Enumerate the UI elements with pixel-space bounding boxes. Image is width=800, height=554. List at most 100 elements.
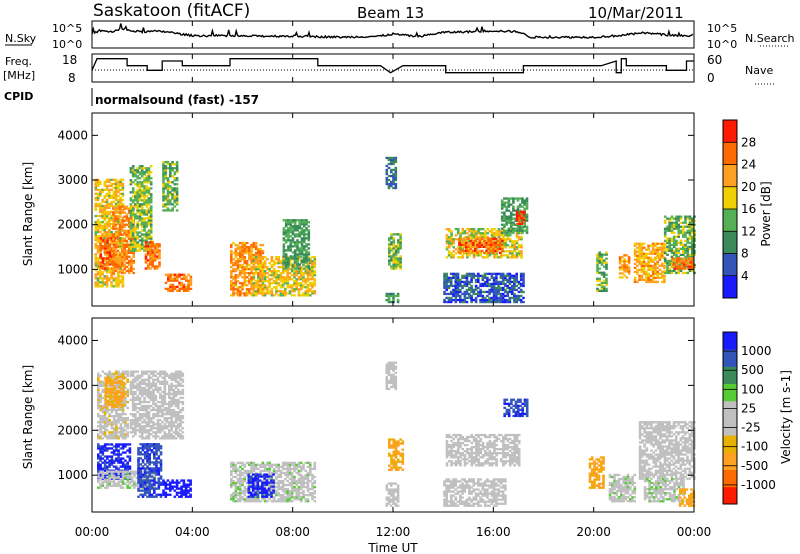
range-cell [126, 470, 129, 473]
range-cell [103, 283, 107, 286]
range-cell [679, 239, 683, 242]
range-cell [162, 173, 165, 176]
range-cell [293, 270, 296, 273]
range-cell [125, 251, 129, 254]
range-cell [132, 261, 135, 265]
range-cell [284, 261, 288, 264]
range-cell [286, 280, 289, 283]
range-cell [145, 187, 148, 190]
range-cell [636, 260, 639, 263]
range-cell [392, 259, 396, 262]
range-cell [461, 274, 464, 277]
range-cell [284, 282, 287, 285]
range-cell [504, 274, 507, 277]
range-cell [101, 449, 105, 452]
range-cell [137, 481, 140, 484]
range-cell [311, 282, 314, 285]
range-cell [114, 231, 117, 234]
range-cell [682, 247, 685, 250]
range-cell [277, 270, 280, 273]
range-cell [388, 255, 391, 258]
range-cell [99, 467, 102, 470]
range-cell [116, 217, 120, 220]
range-cell [236, 247, 240, 251]
range-cell [140, 211, 144, 214]
range-cell [688, 217, 692, 220]
range-cell [399, 259, 402, 262]
range-cell [470, 298, 473, 302]
range-cell [691, 243, 694, 246]
range-cell [110, 437, 114, 440]
range-cell [99, 275, 102, 278]
range-cell [234, 254, 238, 257]
range-cell [305, 253, 308, 256]
range-cell [649, 250, 653, 253]
range-cell [302, 276, 305, 279]
range-cell [305, 221, 308, 224]
range-cell [116, 211, 120, 214]
range-cell [167, 275, 170, 278]
range-cell [103, 224, 107, 228]
range-cell [656, 248, 659, 251]
range-cell [645, 280, 648, 284]
range-cell [506, 250, 510, 253]
range-cell [477, 272, 480, 275]
range-cell [145, 225, 148, 228]
range-cell [454, 272, 458, 275]
range-cell [691, 235, 694, 238]
range-cell [134, 179, 137, 182]
range-cell [649, 256, 653, 259]
range-cell [394, 160, 398, 164]
range-cell [97, 486, 100, 489]
range-cell [509, 229, 513, 232]
range-cell [291, 251, 295, 254]
range-cell [672, 217, 676, 220]
range-cell [522, 276, 525, 279]
range-cell [499, 276, 503, 279]
range-cell [300, 249, 304, 252]
range-cell [118, 205, 122, 208]
range-cell [500, 205, 504, 208]
range-cell [119, 184, 122, 187]
range-cell [445, 246, 449, 249]
range-cell [132, 251, 135, 254]
range-cell [145, 209, 148, 212]
range-cell [289, 243, 292, 246]
range-cell [236, 292, 240, 295]
range-cell [245, 280, 249, 283]
range-cell [642, 242, 646, 245]
range-cell [123, 225, 126, 228]
range-cell [598, 289, 601, 292]
range-cell [481, 232, 485, 235]
range-cell [387, 162, 391, 166]
range-cell [149, 217, 153, 220]
range-cell [141, 483, 145, 486]
range-cell [175, 171, 179, 174]
range-cell [106, 419, 109, 422]
range-cell [517, 250, 521, 253]
range-cell [510, 286, 514, 290]
range-cell [476, 243, 479, 246]
range-cell [275, 278, 278, 281]
range-cell [492, 286, 496, 290]
range-cell [138, 195, 142, 198]
range-cell [489, 239, 493, 242]
range-cell [503, 225, 506, 228]
range-cell [116, 205, 120, 208]
range-cell [257, 280, 260, 283]
range-cell [118, 389, 121, 392]
range-cell [481, 276, 485, 279]
range-cell [302, 294, 305, 297]
range-cell [136, 205, 139, 208]
range-cell [687, 267, 690, 270]
range-cell [124, 467, 127, 470]
range-cell [180, 277, 184, 280]
range-cell [239, 256, 242, 259]
range-cell [156, 251, 159, 254]
range-cell [175, 179, 179, 182]
range-cell [293, 288, 296, 291]
range-cell [259, 280, 262, 283]
range-cell [506, 254, 510, 257]
range-cell [500, 203, 504, 206]
range-cell [134, 249, 137, 252]
